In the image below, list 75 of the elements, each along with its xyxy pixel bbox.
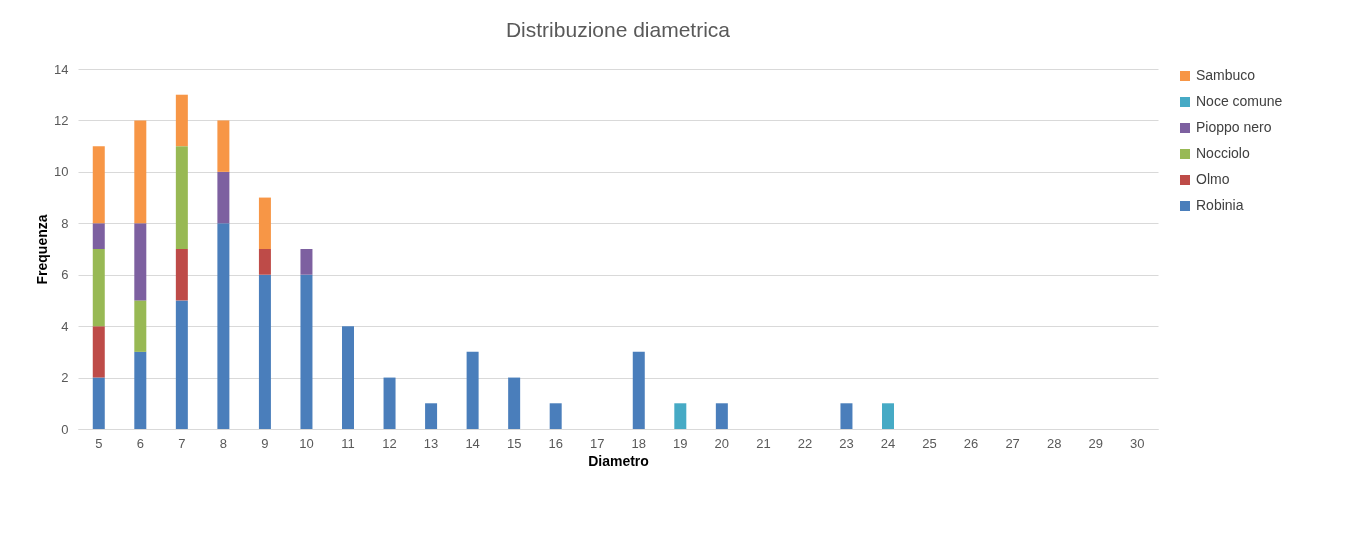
bar bbox=[300, 274, 313, 429]
x-tick-label: 29 bbox=[1088, 435, 1103, 451]
bar bbox=[92, 326, 105, 378]
x-tick-label: 20 bbox=[714, 435, 730, 451]
bar bbox=[134, 120, 147, 224]
bar bbox=[175, 249, 188, 301]
bar bbox=[217, 120, 230, 172]
bar bbox=[715, 403, 728, 429]
legend-label: Sambuco bbox=[1196, 67, 1256, 83]
x-tick-label: 30 bbox=[1130, 435, 1145, 451]
legend-label: Robinia bbox=[1196, 197, 1244, 213]
x-tick-label: 11 bbox=[341, 435, 355, 451]
bar bbox=[175, 146, 188, 249]
x-tick-label: 16 bbox=[548, 435, 563, 451]
y-tick-label: 4 bbox=[61, 318, 69, 334]
bar bbox=[549, 403, 562, 429]
bar bbox=[383, 377, 396, 429]
bar bbox=[840, 403, 853, 429]
bar bbox=[92, 223, 105, 249]
x-tick-label: 6 bbox=[136, 435, 144, 451]
bar bbox=[175, 300, 188, 429]
x-tick-label: 10 bbox=[299, 435, 314, 451]
bar bbox=[508, 377, 521, 429]
bar bbox=[217, 171, 230, 224]
y-tick-label: 14 bbox=[54, 61, 69, 77]
x-tick-label: 26 bbox=[963, 435, 979, 451]
y-tick-label: 12 bbox=[54, 112, 69, 128]
bar bbox=[134, 351, 147, 429]
bar bbox=[92, 377, 105, 429]
y-tick-label: 6 bbox=[61, 267, 69, 283]
x-tick-label: 7 bbox=[178, 435, 186, 451]
legend-label: Pioppo nero bbox=[1196, 119, 1272, 135]
legend-label: Olmo bbox=[1196, 171, 1230, 187]
bar bbox=[92, 249, 105, 327]
y-axis-title: Frequenza bbox=[34, 214, 51, 285]
x-tick-label: 22 bbox=[797, 435, 813, 451]
bar bbox=[134, 300, 147, 352]
bar bbox=[466, 351, 479, 429]
y-tick-label: 0 bbox=[61, 421, 69, 437]
y-tick-label: 10 bbox=[54, 164, 69, 180]
x-tick-label: 28 bbox=[1046, 435, 1062, 451]
bar bbox=[92, 146, 105, 224]
bar bbox=[342, 326, 354, 429]
x-tick-label: 8 bbox=[219, 435, 227, 451]
legend-label: Nocciolo bbox=[1196, 145, 1250, 161]
chart-title: Distribuzione diametrica bbox=[505, 18, 731, 41]
bar bbox=[258, 249, 271, 275]
bar bbox=[300, 249, 313, 275]
x-tick-label: 25 bbox=[922, 435, 937, 451]
bar bbox=[134, 223, 147, 301]
bar bbox=[425, 403, 438, 429]
x-tick-label: 9 bbox=[261, 435, 269, 451]
x-tick-label: 27 bbox=[1005, 435, 1020, 451]
x-tick-label: 17 bbox=[590, 435, 605, 451]
bar bbox=[217, 223, 230, 429]
bar bbox=[175, 94, 188, 147]
x-tick-label: 19 bbox=[673, 435, 688, 451]
bar bbox=[674, 403, 687, 429]
bar bbox=[258, 197, 271, 249]
x-tick-label: 24 bbox=[880, 435, 896, 451]
x-axis-title: Diametro bbox=[588, 452, 649, 469]
bar bbox=[882, 403, 894, 429]
y-tick-label: 2 bbox=[61, 370, 69, 386]
y-tick-label: 8 bbox=[61, 215, 69, 231]
x-tick-label: 15 bbox=[506, 435, 522, 451]
x-tick-label: 21 bbox=[756, 435, 771, 451]
x-tick-label: 23 bbox=[839, 435, 854, 451]
x-tick-label: 12 bbox=[382, 435, 397, 451]
x-tick-label: 13 bbox=[423, 435, 439, 451]
x-tick-label: 18 bbox=[631, 435, 646, 451]
bar bbox=[258, 274, 271, 429]
x-tick-label: 14 bbox=[465, 435, 480, 451]
bar bbox=[632, 351, 645, 429]
x-tick-label: 5 bbox=[95, 435, 103, 451]
legend-label: Noce comune bbox=[1196, 93, 1283, 109]
